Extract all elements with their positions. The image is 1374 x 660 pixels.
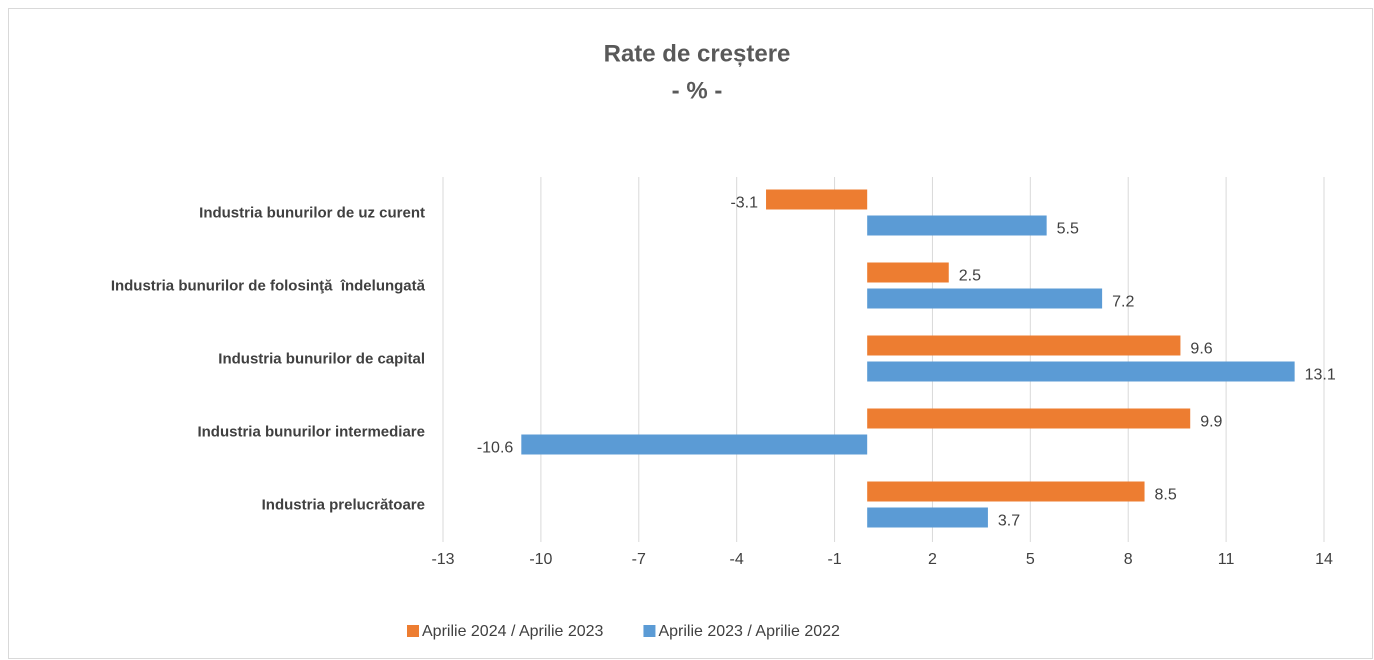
category-label: Industria bunurilor intermediare — [197, 423, 425, 440]
x-tick-label: -10 — [529, 551, 552, 568]
bar — [867, 361, 1295, 382]
bar — [867, 288, 1103, 309]
bar — [867, 262, 949, 283]
legend-swatch — [643, 625, 656, 637]
x-tick-label: 2 — [928, 551, 937, 568]
bar — [867, 215, 1047, 236]
data-label: 9.9 — [1200, 414, 1222, 431]
chart-subtitle: - % - — [672, 77, 723, 104]
data-label: 2.5 — [959, 268, 981, 285]
category-label: Industria prelucrătoare — [262, 496, 425, 513]
category-label: Industria bunurilor de uz curent — [199, 204, 425, 221]
legend-label: Aprilie 2023 / Aprilie 2022 — [658, 623, 840, 640]
bar — [867, 335, 1181, 356]
legend-swatch — [407, 625, 419, 637]
chart-frame — [8, 8, 1373, 659]
x-tick-label: 8 — [1124, 551, 1133, 568]
chart-title: Rate de creștere — [604, 40, 791, 67]
data-label: -10.6 — [477, 440, 514, 457]
bar — [766, 189, 868, 210]
data-label: 13.1 — [1305, 367, 1336, 384]
x-tick-label: 11 — [1218, 551, 1235, 568]
legend-label: Aprilie 2024 / Aprilie 2023 — [422, 623, 604, 640]
data-label: 8.5 — [1155, 487, 1177, 504]
data-label: 5.5 — [1057, 221, 1079, 238]
x-tick-label: -4 — [730, 551, 744, 568]
category-label: Industria bunurilor de capital — [218, 350, 425, 367]
data-label: 9.6 — [1190, 341, 1212, 358]
bar — [867, 481, 1145, 502]
data-label: 7.2 — [1112, 294, 1134, 311]
bar — [867, 408, 1191, 429]
x-tick-label: 14 — [1315, 551, 1333, 568]
category-label: Industria bunurilor de folosinţă îndelun… — [111, 277, 426, 294]
x-tick-label: -13 — [431, 551, 454, 568]
data-label: 3.7 — [998, 513, 1020, 530]
bar — [867, 507, 988, 528]
bar — [521, 434, 868, 455]
x-tick-label: -7 — [632, 551, 646, 568]
data-label: -3.1 — [730, 195, 758, 212]
x-tick-label: -1 — [827, 551, 841, 568]
x-tick-label: 5 — [1026, 551, 1035, 568]
